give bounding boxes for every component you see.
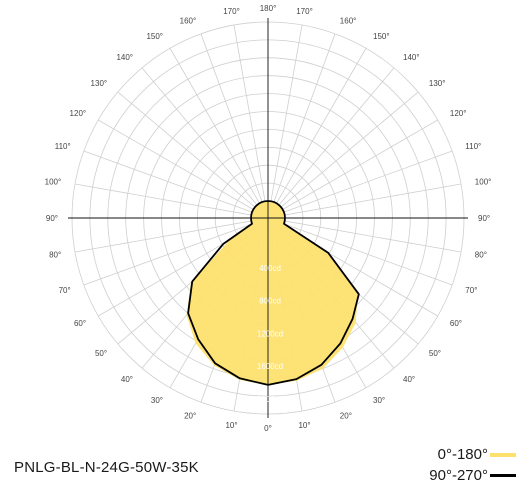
radial-tick-label: 800cd: [259, 297, 281, 306]
angle-label: 50°: [429, 349, 441, 358]
angle-label: 100°: [475, 178, 492, 187]
grid-spoke: [270, 24, 303, 202]
angle-label: 120°: [70, 109, 87, 118]
radial-tick-label: 1600cd: [257, 362, 283, 371]
polar-intensity-chart: 90° 80° 70° 60° 50° 40° 30° 20° 10° 0° 10° 20° 30° 40…: [45, 4, 492, 433]
grid-spoke: [169, 48, 260, 204]
angle-label: 90°: [478, 214, 490, 223]
grid-spoke: [98, 119, 254, 210]
grid-spoke: [233, 24, 266, 202]
angle-label: 160°: [340, 17, 357, 26]
angle-label: 70°: [59, 286, 71, 295]
legend-label: 90°-270°: [429, 467, 488, 484]
radial-tick-label: 2000cd: [257, 395, 283, 404]
angle-label: 60°: [74, 319, 86, 328]
grid-spoke: [141, 67, 258, 206]
product-label: PNLG-BL-N-24G-50W-35K: [14, 459, 199, 476]
angle-label: 110°: [465, 142, 481, 151]
angle-label: 90°: [46, 214, 58, 223]
grid-spoke: [280, 91, 419, 208]
grid-spoke: [83, 223, 253, 286]
angle-label: 80°: [475, 251, 487, 260]
grid-spoke: [283, 223, 453, 286]
angle-label: 150°: [146, 32, 163, 41]
polar-axes: [68, 18, 468, 418]
grid-spoke: [284, 220, 462, 253]
angle-label: 40°: [403, 375, 415, 384]
angle-label: 170°: [296, 7, 313, 16]
angle-label: 60°: [450, 319, 462, 328]
grid-spoke: [284, 183, 462, 216]
angle-label: 100°: [45, 178, 62, 187]
angle-label: 20°: [340, 411, 352, 420]
grid-spoke: [74, 183, 252, 216]
angle-label: 120°: [450, 109, 467, 118]
angle-label: 130°: [429, 79, 446, 88]
grid-spoke: [273, 33, 336, 203]
grid-spoke: [276, 48, 367, 204]
angle-label: 180°: [260, 4, 277, 13]
angle-label: 0°: [264, 424, 272, 433]
grid-spoke: [282, 119, 438, 210]
grid-spoke: [200, 33, 263, 203]
radial-tick-label: 400cd: [259, 264, 281, 273]
legend-item-0-180: 0°-180°: [438, 446, 516, 463]
grid-spoke: [117, 91, 256, 208]
angle-label: 80°: [49, 251, 61, 260]
angle-label: 170°: [223, 7, 240, 16]
angle-label: 50°: [95, 349, 107, 358]
angle-label: 10°: [298, 421, 310, 430]
grid-spoke: [283, 150, 453, 213]
grid-spoke: [74, 220, 252, 253]
angle-label: 20°: [184, 411, 196, 420]
angle-label: 110°: [55, 142, 71, 151]
legend-swatch-black: [490, 474, 516, 477]
radial-tick-labels: 400cd 800cd 1200cd 1600cd 2000cd: [257, 264, 283, 404]
angle-label: 70°: [465, 286, 477, 295]
radial-tick-label: 1200cd: [257, 329, 283, 338]
series-0-180-area: [186, 201, 358, 385]
angle-label: 140°: [116, 53, 133, 62]
legend-item-90-270: 90°-270°: [429, 467, 516, 484]
angle-label: 150°: [373, 32, 390, 41]
grid-spoke: [83, 150, 253, 213]
intensity-curves: [186, 200, 360, 386]
angle-label: 130°: [91, 79, 108, 88]
angle-labels: 90° 80° 70° 60° 50° 40° 30° 20° 10° 0° 10° 20° 30° 40…: [45, 4, 492, 433]
angle-label: 140°: [403, 53, 420, 62]
angle-label: 30°: [373, 396, 385, 405]
legend-label: 0°-180°: [437, 446, 488, 463]
legend-swatch-yellow: [490, 452, 516, 457]
angle-label: 30°: [151, 396, 163, 405]
angle-label: 10°: [225, 421, 237, 430]
angle-label: 160°: [180, 17, 197, 26]
grid-spoke: [278, 67, 395, 206]
angle-label: 40°: [121, 375, 133, 384]
